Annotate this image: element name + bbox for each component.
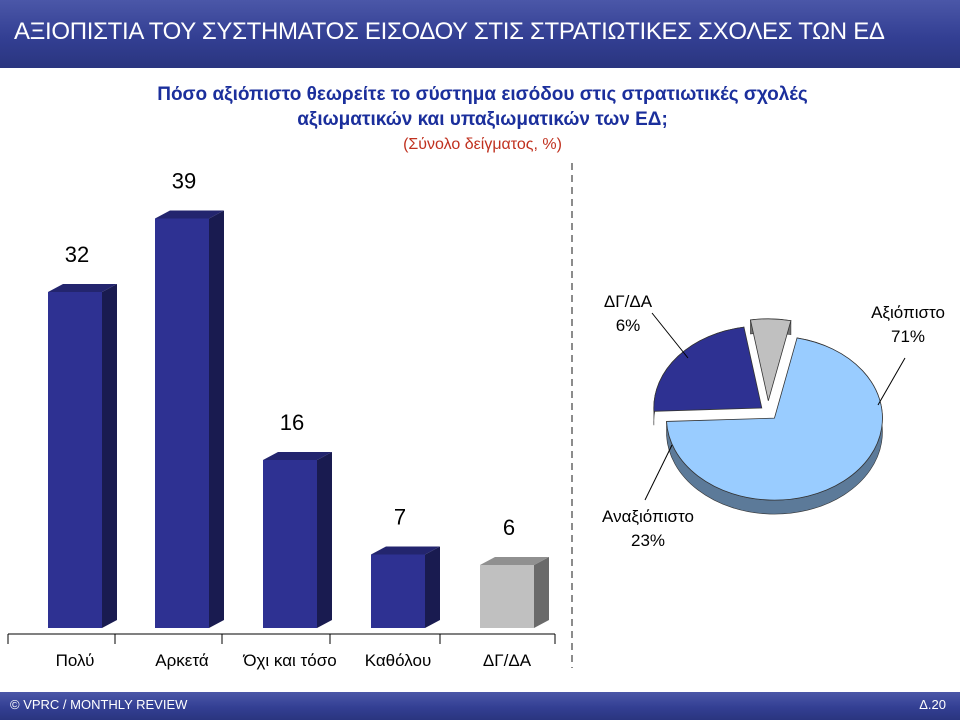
pie-leader-line <box>877 357 906 406</box>
pie-slice-label: Αναξιόπιστο <box>602 507 694 526</box>
bar-side <box>317 452 332 628</box>
bar-front <box>263 460 317 628</box>
bar-value-label: 7 <box>394 505 406 530</box>
bar-value-label: 6 <box>503 515 515 540</box>
bar-front <box>48 292 102 628</box>
bar-category-label: Όχι και τόσο <box>242 651 336 670</box>
bar-top <box>48 284 117 292</box>
pie-slice-label: Αξιόπιστο <box>871 303 945 322</box>
bar-front <box>480 565 534 628</box>
footer-bar: © VPRC / MONTHLY REVIEW Δ.20 <box>0 692 960 720</box>
footer-source: © VPRC / MONTHLY REVIEW <box>10 697 188 712</box>
pie-slice-value: 71% <box>891 327 925 346</box>
bar-top <box>480 557 549 565</box>
bar-category-label: ΔΓ/ΔΑ <box>483 651 532 670</box>
bar-side <box>534 557 549 628</box>
pie-leader-line <box>651 312 689 359</box>
bar-value-label: 16 <box>280 410 304 435</box>
chart-area: 32 Πολύ 39 Αρκετά 16 Όχι και τόσο 7 Καθόλου 6 ΔΓ/… <box>7 163 945 670</box>
bar-category-label: Καθόλου <box>365 651 432 670</box>
bar-top <box>263 452 332 460</box>
bar-value-label: 32 <box>65 242 89 267</box>
bar-front <box>155 218 209 628</box>
bar-top <box>155 210 224 219</box>
pie-slice <box>666 337 883 501</box>
question-line-2: αξιωματικών και υπαξιωματικών των ΕΔ; <box>297 109 668 130</box>
bar-side <box>209 210 224 628</box>
pie-leader-line <box>644 444 673 501</box>
bar-side <box>102 284 117 628</box>
chart-subtitle: (Σύνολο δείγματος, %) <box>403 136 562 153</box>
question-block: Πόσο αξιόπιστο θεωρείτε το σύστημα εισόδ… <box>100 82 865 157</box>
pie-slice-label: ΔΓ/ΔΑ <box>604 292 653 311</box>
question-line-1: Πόσο αξιόπιστο θεωρείτε το σύστημα εισόδ… <box>157 84 808 105</box>
footer-page-number: Δ.20 <box>919 697 946 712</box>
page-title: ΑΞΙΟΠΙΣΤΙΑ ΤΟΥ ΣΥΣΤΗΜΑΤΟΣ ΕΙΣΟΔΟΥ ΣΤΙΣ Σ… <box>14 18 885 45</box>
pie-slice-value: 23% <box>631 531 665 550</box>
bar-side <box>425 546 440 628</box>
bar-category-label: Αρκετά <box>155 651 209 670</box>
bar-category-label: Πολύ <box>56 651 95 670</box>
bar-top <box>371 546 440 555</box>
pie-slice <box>749 318 792 401</box>
bar-front <box>371 554 425 628</box>
bar-value-label: 39 <box>172 169 196 194</box>
title-bar: ΑΞΙΟΠΙΣΤΙΑ ΤΟΥ ΣΥΣΤΗΜΑΤΟΣ ΕΙΣΟΔΟΥ ΣΤΙΣ Σ… <box>0 0 960 68</box>
pie-slice <box>653 326 763 412</box>
pie-slice-value: 6% <box>616 316 641 335</box>
